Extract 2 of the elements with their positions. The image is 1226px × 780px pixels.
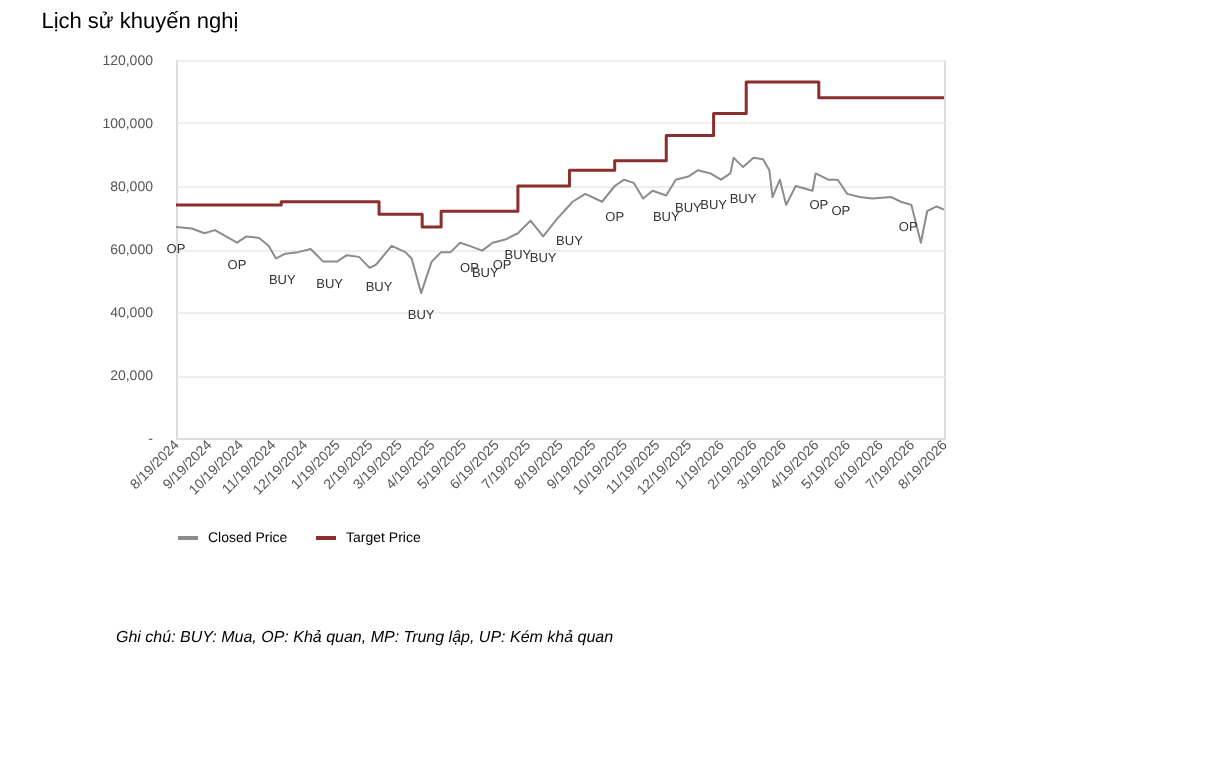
text: Ghi chú: BUY: Mua, OP: Khả quan, MP: Trung lập, UP: Kém khả quan bbox=[116, 628, 615, 646]
chart-title: Lịch sử khuyến nghị bbox=[41, 10, 239, 34]
